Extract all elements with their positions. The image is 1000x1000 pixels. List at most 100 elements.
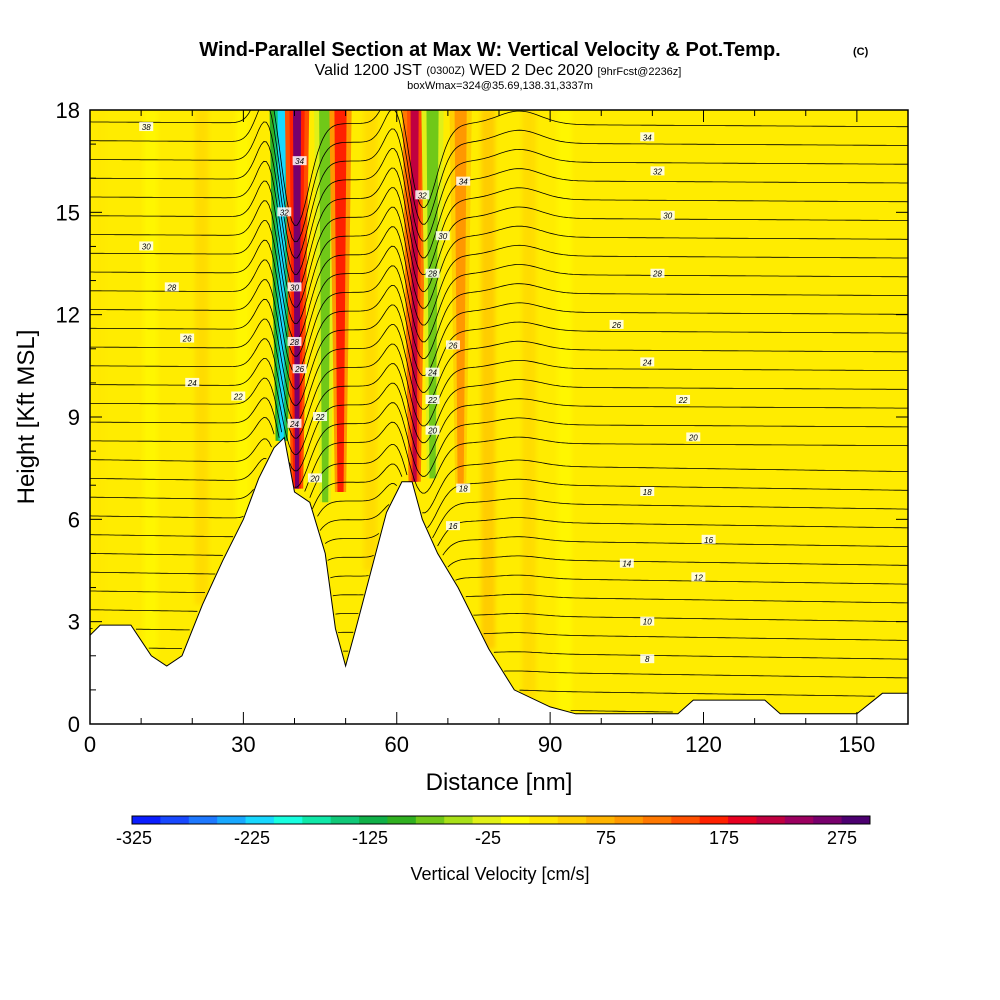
contour-label: 24 [289,420,299,429]
contour-label-bg [307,473,322,483]
chart-title: Wind-Parallel Section at Max W: Vertical… [199,39,780,61]
colorbar-tick-label: -325 [116,828,152,848]
contour-label-bg [139,241,154,251]
colorbar-swatch [245,816,275,824]
y-tick-label: 15 [56,200,80,225]
contour-label-bg [313,412,328,421]
contour-label-bg [640,132,655,142]
colorbar-tick-label: -225 [234,828,270,848]
contour-label: 26 [294,365,304,374]
y-tick-label: 0 [68,712,80,737]
theta-contour [90,628,908,641]
colorbar-tick-label: 175 [709,828,739,848]
contour-label-bg [425,425,440,435]
contour-label-bg [640,616,655,626]
contour-label-bg [686,432,701,442]
contour-label: 10 [643,618,652,627]
theta-contour [90,318,908,423]
contour-label-bg [164,282,179,292]
contour-label-bg [180,333,195,343]
contour-label: 26 [182,335,192,344]
theta-contour [90,590,908,604]
updraft-band [402,110,427,482]
colorbar-title: Vertical Velocity [cm/s] [410,864,589,884]
contour-label: 20 [309,474,319,483]
theta-contour [90,571,908,585]
colorbar-tick-label: -125 [352,828,388,848]
contour-label: 18 [643,488,652,497]
theta-contour [90,483,908,539]
contour-label-bg [676,394,691,404]
colorbar-swatch [586,816,616,824]
contour-label-bg [445,340,460,350]
w-background-band [92,110,107,626]
colorbar-swatch [756,816,786,824]
theta-contour [90,553,908,568]
contour-label: 28 [427,270,437,279]
theta-contour [148,647,908,660]
theta-contour [90,438,908,514]
contour-label-bg [456,483,471,493]
colorbar [131,815,871,825]
colorbar-swatch [444,816,474,824]
colorbar-swatch [472,816,502,824]
contour-label-bg [287,336,302,346]
colorbar-swatch [614,816,644,824]
theta-contour [90,121,908,259]
plot-area: 38 30 28 26 24 22 34 32 30 28 26 24 22 20 32 34 30 28 26 24… [90,110,908,724]
theta-contour [90,239,908,357]
colorbar-swatch [642,816,672,824]
contour-label: 20 [688,433,698,442]
x-tick-label: 90 [538,732,562,757]
contour-label-bg [292,156,307,166]
contour-label: 24 [427,369,437,378]
y-tick-label: 18 [56,98,80,123]
copyright-mark: (C) [853,46,869,58]
contour-label-bg [660,210,675,220]
x-axis: 0 30 60 90 120 150 [84,110,909,757]
contour-label-bg [277,207,292,217]
colorbar-tick-label: -25 [475,828,501,848]
contour-label: 16 [704,536,713,545]
contour-label: 34 [643,133,652,142]
contour-label: 16 [449,522,458,531]
contour-label: 26 [611,321,621,330]
colorbar-swatch [841,816,871,824]
theta-contour [90,200,908,324]
x-tick-label: 60 [385,732,409,757]
contour-label: 22 [427,396,437,405]
contour-label-bg [435,231,450,241]
theta-contour [90,160,908,292]
theta-contour [90,298,908,406]
theta-contour [90,377,908,472]
x-axis-title: Distance [nm] [426,769,573,796]
terrain-mask [90,436,908,724]
y-tick-label: 9 [68,405,80,430]
contour-label: 28 [289,338,299,347]
contour-label: 20 [427,427,437,436]
contour-label-bg [640,487,655,497]
contour-label-bg [650,268,665,278]
contour-label-bg [425,394,440,404]
y-tick-label: 12 [56,303,80,328]
contour-label: 28 [166,283,176,292]
contour-label-bg [292,364,307,374]
contour-label: 26 [448,341,458,350]
colorbar-swatch [387,816,417,824]
contour-label-bg [701,534,716,544]
contour-label: 14 [622,560,631,569]
contour-label-bg [231,391,246,401]
colorbar-swatch [330,816,360,824]
w-background-band [557,110,572,712]
contour-label-bg [691,572,706,582]
colorbar-swatch [359,816,388,824]
colorbar-swatch [557,816,587,824]
contour-label: 22 [233,393,243,402]
colorbar-swatch [273,816,303,824]
contour-label: 22 [678,396,688,405]
theta-contour [90,397,908,488]
contour-label: 30 [438,232,447,241]
x-tick-label: 150 [839,732,876,757]
contour-label: 18 [459,485,468,494]
colorbar-swatch [132,816,161,824]
